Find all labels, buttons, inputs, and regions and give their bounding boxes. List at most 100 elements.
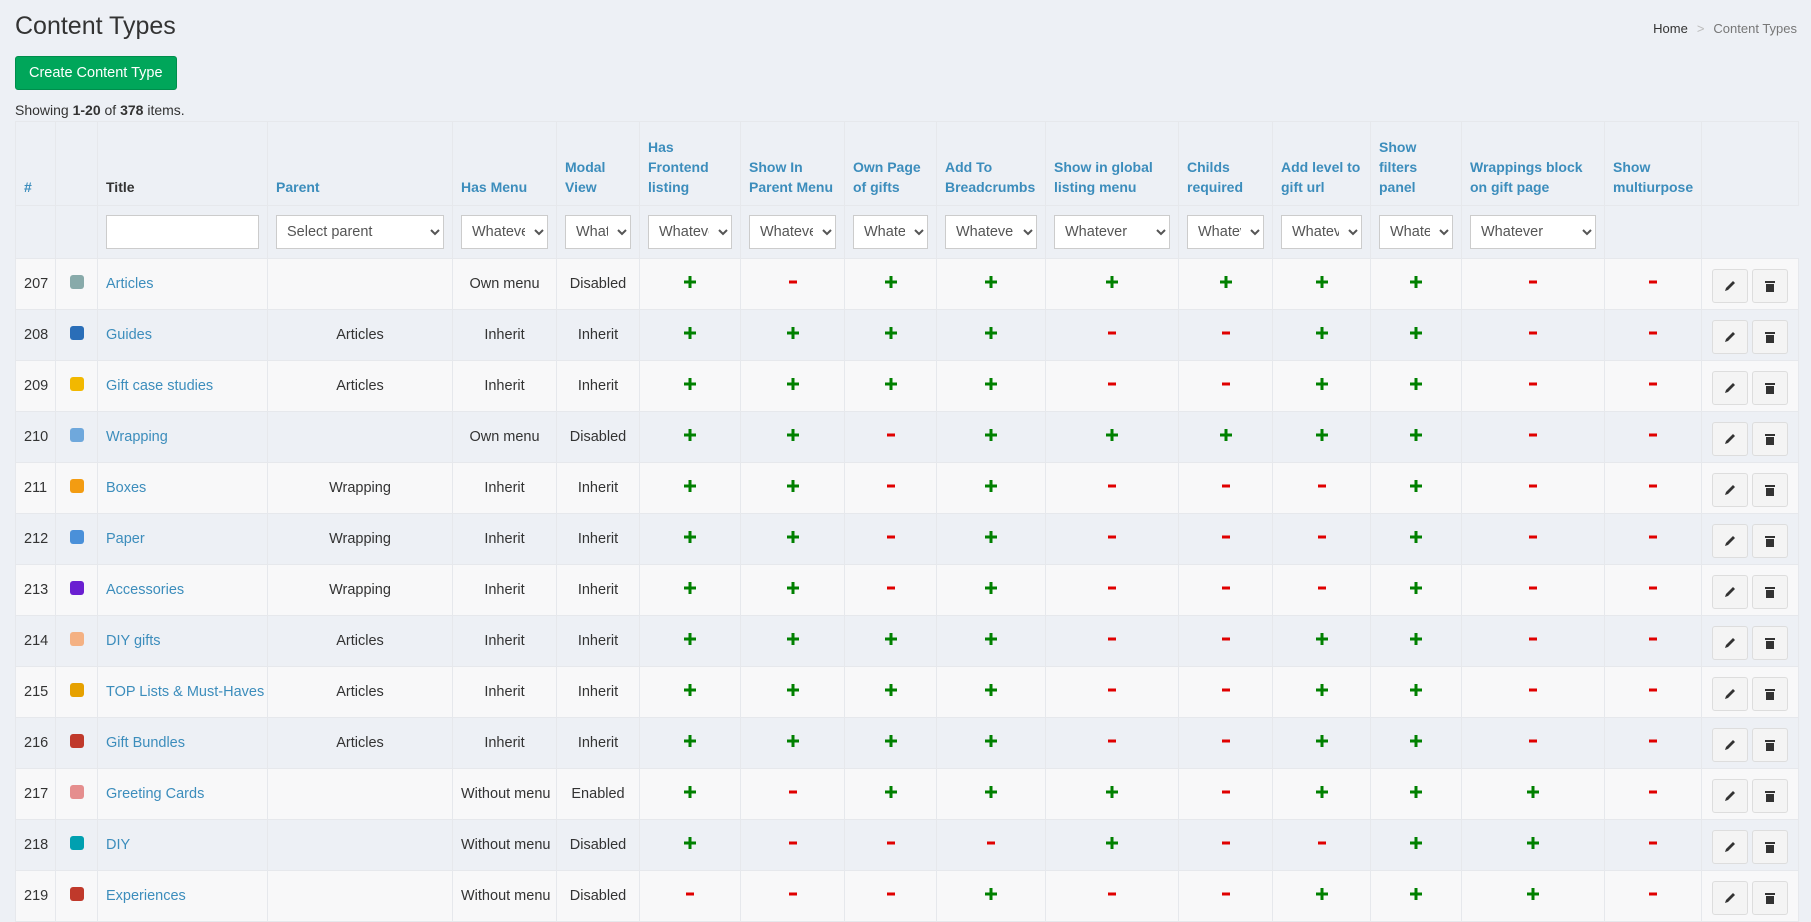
plus-icon [1315,684,1328,696]
title-cell: Gift case studies [97,360,268,412]
edit-button[interactable] [1712,524,1748,558]
flag-cell [1604,513,1702,565]
minus-icon [1649,637,1657,641]
edit-button[interactable] [1712,320,1748,354]
column-filter[interactable]: Whatever [1281,215,1362,249]
column-filter[interactable]: Whatever [461,215,548,249]
create-button[interactable]: Create Content Type [15,56,177,90]
column-filter[interactable]: Whatever [1187,215,1264,249]
edit-button[interactable] [1712,371,1748,405]
plus-icon [985,327,997,339]
bar-v [889,378,892,390]
column-filter[interactable]: Whatever [1470,215,1596,249]
actions-cell [1701,411,1799,463]
delete-button[interactable] [1752,626,1788,660]
pencil [1725,689,1735,699]
minus-icon [1108,892,1116,896]
edit-button[interactable] [1712,779,1748,813]
icon-shape [69,377,84,391]
edit-button[interactable] [1712,269,1748,303]
button-icon [1725,893,1735,903]
column-filter[interactable]: Whatever [945,215,1037,249]
row-id: 207 [15,258,56,310]
edit-button[interactable] [1712,728,1748,762]
minus-icon [1529,688,1537,692]
delete-button[interactable] [1752,371,1788,405]
column-filter[interactable]: Whatever [565,215,631,249]
row-id: 213 [15,564,56,616]
title-link[interactable]: TOP Lists & Must-Haves [106,684,265,700]
delete-button[interactable] [1752,728,1788,762]
modal-cell: Inherit [556,564,640,616]
column-header: Show filters panel [1370,121,1462,206]
delete-button[interactable] [1752,320,1788,354]
parent-cell: Articles [267,717,453,769]
bar-v [688,837,692,849]
minus-icon [788,892,797,896]
title-link[interactable]: Gift case studies [106,378,214,394]
delete-button[interactable] [1752,677,1788,711]
flag-cell [1178,564,1273,616]
minus-icon [788,841,797,845]
title-link[interactable]: Gift Bundles [106,735,185,751]
bar-v [1414,786,1418,798]
plus-icon [684,837,696,849]
title-link[interactable]: Paper [106,531,145,547]
column-filter[interactable]: Whatever [1379,215,1453,249]
edit-button[interactable] [1712,626,1748,660]
bar-h [1649,382,1657,386]
edit-button[interactable] [1712,830,1748,864]
column-filter[interactable]: Whatever [648,215,732,249]
bar-h [788,892,797,896]
title-link[interactable]: Accessories [106,582,185,598]
delete-button[interactable] [1752,881,1788,915]
flag-cell [1272,819,1371,871]
flag-cell [740,870,845,922]
bar-h [886,841,895,845]
actions-cell [1701,462,1799,514]
edit-button[interactable] [1712,677,1748,711]
modal-cell: Inherit [556,462,640,514]
flag-cell [1604,768,1702,820]
bar-h [1221,586,1230,590]
title-filter[interactable] [106,215,259,249]
plus-icon [786,429,799,441]
delete-button[interactable] [1752,473,1788,507]
delete-button[interactable] [1752,830,1788,864]
title-link[interactable]: Boxes [106,480,147,496]
title-link[interactable]: Wrapping [106,429,168,445]
delete-button[interactable] [1752,524,1788,558]
bar-v [1531,786,1535,798]
actions-cell [1701,309,1799,361]
title-link[interactable]: Articles [106,276,154,292]
plus-icon [684,582,696,594]
edit-button[interactable] [1712,473,1748,507]
delete-button[interactable] [1752,779,1788,813]
delete-button[interactable] [1752,269,1788,303]
column-filter[interactable]: Whatever [749,215,836,249]
flag-cell [1370,666,1462,718]
bar-v [1414,276,1418,288]
column-filter[interactable]: Whatever [1054,215,1170,249]
menu-cell: Inherit [452,666,557,718]
title-link[interactable]: DIY gifts [106,633,161,649]
plus-icon [884,786,897,798]
row-id: 209 [15,360,56,412]
title-link[interactable]: Guides [106,327,152,343]
bar-h [1649,484,1657,488]
plus-icon [985,786,997,798]
actions-cell [1701,870,1799,922]
edit-button[interactable] [1712,422,1748,456]
edit-button[interactable] [1712,575,1748,609]
delete-button[interactable] [1752,422,1788,456]
delete-button[interactable] [1752,575,1788,609]
edit-button[interactable] [1712,881,1748,915]
column-filter[interactable]: Select parent [276,215,444,249]
breadcrumb-link[interactable]: Home [1653,21,1688,36]
flag-cell [639,717,741,769]
title-link[interactable]: Experiences [106,888,186,904]
title-link[interactable]: Greeting Cards [106,786,205,802]
column-header: Add level to gift url [1272,121,1371,206]
title-link[interactable]: DIY [106,837,131,853]
column-filter[interactable]: Whatever [853,215,928,249]
